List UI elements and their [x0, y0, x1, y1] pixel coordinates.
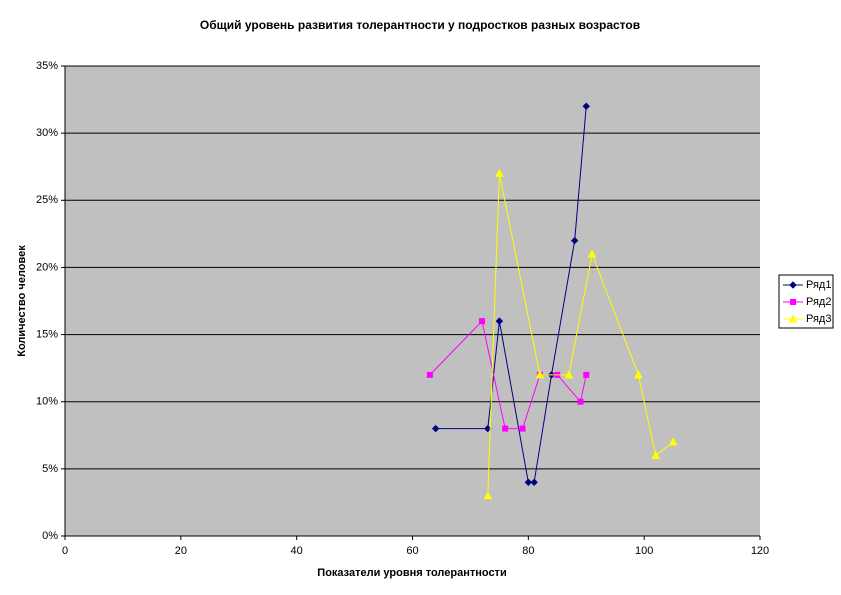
legend-label: Ряд1 [806, 279, 831, 291]
marker [495, 168, 504, 177]
marker [634, 370, 643, 379]
y-tick-label: 25% [36, 194, 58, 206]
y-tick-label: 30% [36, 127, 58, 139]
marker [502, 425, 509, 432]
marker [426, 371, 433, 378]
marker [535, 370, 545, 379]
x-tick-label: 60 [406, 545, 418, 557]
legend-label: Ряд2 [806, 296, 831, 308]
y-tick-label: 15% [36, 328, 58, 340]
marker [582, 102, 590, 110]
y-tick-label: 5% [42, 463, 58, 475]
x-axis-label: Показатели уровня толерантности [317, 567, 506, 579]
x-tick-label: 100 [635, 545, 653, 557]
marker [788, 314, 798, 323]
marker [431, 424, 440, 433]
marker [668, 437, 678, 446]
series-line [487, 173, 674, 496]
marker [495, 317, 504, 325]
legend-label: Ряд3 [806, 313, 831, 325]
x-tick-label: 120 [751, 545, 769, 557]
x-tick-label: 0 [62, 545, 68, 557]
chart-title: Общий уровень развития толерантности у п… [200, 18, 640, 32]
series-line [429, 320, 587, 430]
marker [483, 491, 493, 500]
marker [651, 450, 661, 459]
x-tick-label: 40 [291, 545, 303, 557]
marker [479, 318, 485, 325]
y-tick-label: 10% [36, 396, 58, 408]
y-tick-label: 35% [36, 60, 58, 72]
x-tick-label: 20 [175, 545, 187, 557]
plot-area [65, 66, 760, 536]
x-tick-label: 80 [522, 545, 534, 557]
marker [789, 281, 797, 289]
marker [530, 478, 538, 486]
marker [570, 236, 579, 245]
marker [524, 478, 533, 486]
y-axis-label: Количество человек [16, 245, 28, 357]
marker [583, 371, 590, 378]
marker [577, 398, 584, 405]
marker [519, 425, 526, 432]
marker [790, 299, 796, 305]
marker [587, 249, 597, 258]
y-tick-label: 20% [36, 261, 58, 273]
marker [564, 370, 574, 379]
y-tick-label: 0% [42, 530, 58, 542]
